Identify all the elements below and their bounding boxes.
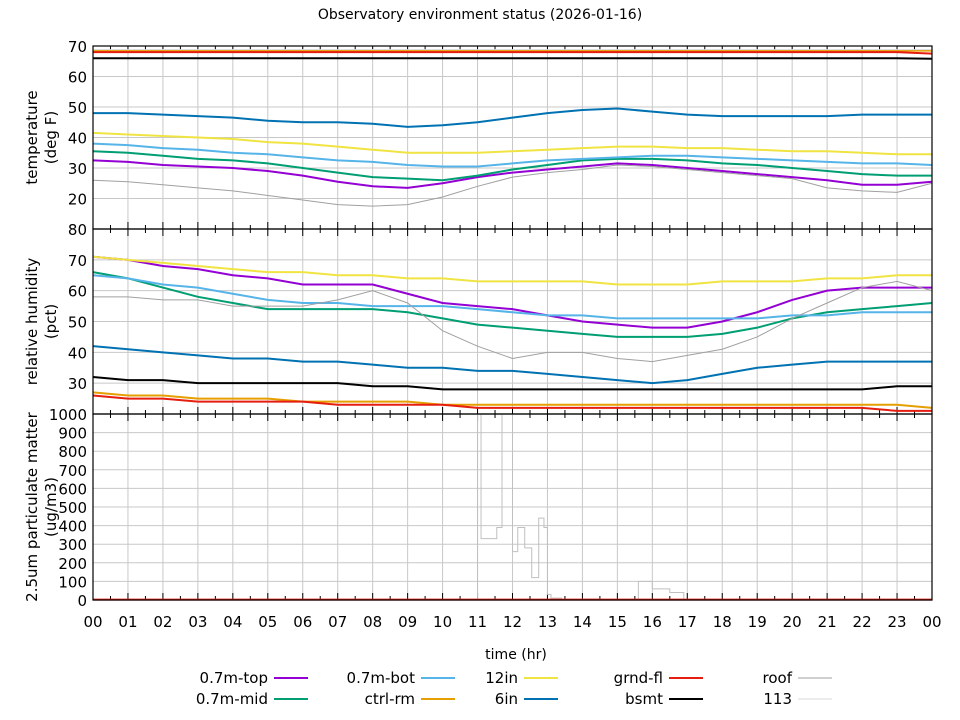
x-tick-label: 12	[503, 613, 522, 631]
y-tick-label: 40	[68, 130, 87, 148]
legend-label: 0.7m-mid	[196, 690, 268, 708]
x-tick-label: 05	[258, 613, 277, 631]
x-tick-label: 00	[922, 613, 941, 631]
series-line-12in	[92, 255, 932, 286]
series-line-6in	[92, 345, 932, 385]
x-tick-label: 17	[678, 613, 697, 631]
x-tick-label: 16	[643, 613, 662, 631]
y-axis-label: temperature	[23, 90, 41, 184]
y-tick-label: 100	[58, 573, 87, 591]
x-tick-label: 03	[188, 613, 207, 631]
y-tick-label: 0	[77, 592, 87, 610]
y-tick-label: 700	[58, 462, 87, 480]
y-tick-label: 800	[58, 443, 87, 461]
y-tick-label: 70	[68, 252, 87, 270]
y-tick-label: 50	[68, 99, 87, 117]
x-axis-label: time (hr)	[485, 647, 547, 663]
y-tick-label: 30	[68, 375, 87, 393]
x-tick-label: 13	[538, 613, 557, 631]
series-line-0-7m-bot	[92, 142, 933, 168]
x-tick-label: 06	[293, 613, 312, 631]
legend-label: bsmt	[625, 690, 663, 708]
x-tick-label: 07	[328, 613, 347, 631]
series-line-0-7m-top	[92, 255, 932, 329]
series-line-113	[93, 413, 932, 601]
series-line-bsmt	[92, 376, 932, 391]
x-tick-label: 19	[748, 613, 767, 631]
legend-label: 6in	[495, 690, 518, 708]
x-tick-label: 04	[223, 613, 242, 631]
legend-label: grnd-fl	[614, 669, 663, 687]
x-tick-label: 14	[573, 613, 592, 631]
y-axis-unit: (deg F)	[42, 111, 60, 164]
x-tick-label: 09	[398, 613, 417, 631]
series-line-ctrl-rm	[92, 391, 933, 409]
x-tick-label: 18	[713, 613, 732, 631]
y-axis-label: relative humidity	[23, 258, 41, 386]
y-tick-label: 50	[68, 314, 87, 332]
series-line-roof	[93, 280, 933, 363]
legend-label: 12in	[485, 669, 518, 687]
y-axis-label: 2.5um particulate matter	[23, 411, 41, 601]
x-tick-label: 15	[608, 613, 627, 631]
legend-label: 0.7m-top	[200, 669, 268, 687]
series-line-grnd-fl	[92, 394, 932, 412]
series-line-0-7m-bot	[92, 274, 932, 320]
x-tick-label: 20	[783, 613, 802, 631]
series-line-roof	[92, 164, 933, 207]
x-tick-label: 08	[363, 613, 382, 631]
x-tick-label: 22	[853, 613, 872, 631]
y-tick-label: 60	[68, 69, 87, 87]
x-tick-label: 01	[118, 613, 137, 631]
series-line-grnd-fl	[93, 51, 933, 55]
y-tick-label: 500	[58, 499, 87, 517]
y-tick-label: 300	[58, 536, 87, 554]
x-tick-label: 21	[818, 613, 837, 631]
y-tick-label: 1000	[49, 406, 87, 424]
y-tick-label: 60	[68, 283, 87, 301]
y-tick-label: 70	[68, 38, 87, 56]
y-tick-label: 40	[68, 344, 87, 362]
y-axis-unit: (pct)	[42, 304, 60, 339]
legend-label: 0.7m-bot	[347, 669, 416, 687]
chart-title: Observatory environment status (2026-01-…	[318, 7, 642, 23]
y-tick-label: 80	[68, 221, 87, 239]
x-tick-label: 00	[83, 613, 102, 631]
x-tick-label: 10	[433, 613, 452, 631]
series-line-bsmt	[93, 57, 933, 60]
series-line-6in	[93, 107, 932, 128]
y-axis-unit: (ug/m3)	[42, 477, 60, 537]
legend-label: ctrl-rm	[365, 690, 415, 708]
x-tick-label: 23	[887, 613, 906, 631]
series-line-12in	[92, 131, 932, 156]
y-tick-label: 30	[68, 160, 87, 178]
panel-frame	[92, 413, 933, 601]
series-line-0-7m-mid	[92, 150, 932, 182]
y-tick-label: 200	[58, 555, 87, 573]
legend-label: roof	[763, 669, 793, 687]
y-tick-label: 400	[58, 518, 87, 536]
y-tick-label: 20	[68, 191, 87, 209]
y-tick-label: 900	[58, 425, 87, 443]
series-line-0-7m-top	[92, 159, 933, 189]
x-tick-label: 02	[153, 613, 172, 631]
y-tick-label: 600	[58, 480, 87, 498]
x-tick-label: 11	[468, 613, 487, 631]
legend-label: 113	[763, 690, 792, 708]
